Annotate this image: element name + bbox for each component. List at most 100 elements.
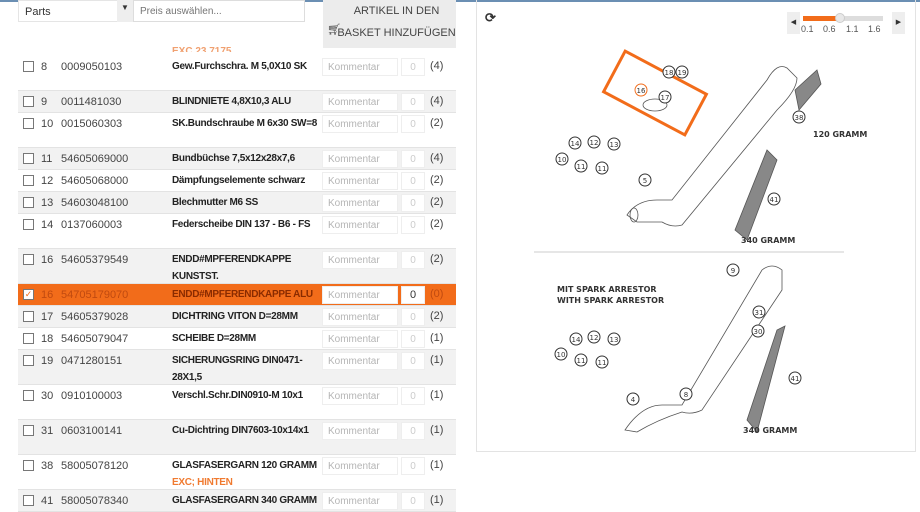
row-checkbox[interactable] bbox=[23, 460, 34, 471]
row-checkbox[interactable] bbox=[23, 118, 34, 129]
comment-input[interactable]: Kommentar bbox=[322, 422, 398, 440]
callout-circle[interactable] bbox=[767, 192, 781, 206]
callout-label[interactable]: 41 bbox=[770, 196, 779, 204]
comment-input[interactable]: Kommentar bbox=[322, 387, 398, 405]
callout-label[interactable]: 11 bbox=[577, 163, 586, 171]
callout-circle[interactable] bbox=[595, 355, 609, 369]
table-row[interactable]: 11 54605069000 Bundbüchse 7,5x12x28x7,6 Kom… bbox=[18, 148, 456, 170]
callout-label[interactable]: 30 bbox=[754, 328, 763, 336]
callout-circle[interactable] bbox=[751, 324, 765, 338]
table-row[interactable]: 12 54605068000 Dämpfungselemente schwarz Ko… bbox=[18, 170, 456, 192]
callout-circle[interactable] bbox=[574, 159, 588, 173]
table-row[interactable]: 19 0471280151 SICHERUNGSRING DIN0471-28X1,… bbox=[18, 350, 456, 385]
add-to-basket-button[interactable]: 🛒︎ ARTIKEL IN DEN BASKET HINZUFÜGEN bbox=[323, 0, 456, 48]
callout-label[interactable]: 10 bbox=[557, 351, 566, 359]
row-checkbox[interactable] bbox=[23, 96, 34, 107]
callout-circle[interactable] bbox=[554, 347, 568, 361]
callout-circle[interactable] bbox=[752, 305, 766, 319]
table-row[interactable]: 30 0910100003 Verschl.Schr.DIN0910-M 10x1 K… bbox=[18, 385, 456, 420]
table-row[interactable]: 10 0015060303 SK.Bundschraube M 6x30 SW=8 K… bbox=[18, 113, 456, 148]
comment-input[interactable]: Kommentar bbox=[322, 352, 398, 370]
callout-label[interactable]: 31 bbox=[755, 309, 764, 317]
callout-label[interactable]: 38 bbox=[795, 114, 804, 122]
callout-label[interactable]: 12 bbox=[590, 139, 599, 147]
quantity-input[interactable] bbox=[401, 492, 425, 510]
table-row[interactable]: 8 0009050103 Gew.Furchschra. M 5,0X10 SK Ko… bbox=[18, 56, 456, 91]
callout-circle[interactable] bbox=[675, 65, 689, 79]
callout-label[interactable]: 16 bbox=[637, 87, 646, 95]
quantity-input[interactable] bbox=[401, 330, 425, 348]
callout-circle[interactable] bbox=[607, 137, 621, 151]
highlight-box[interactable] bbox=[601, 49, 709, 137]
table-row[interactable]: 38 58005078120 GLASFASERGARN 120 GRAMM EXC;… bbox=[18, 455, 456, 490]
row-checkbox[interactable] bbox=[23, 254, 34, 265]
comment-input[interactable]: Kommentar bbox=[322, 492, 398, 510]
callout-label[interactable]: 11 bbox=[598, 359, 607, 367]
callout-label[interactable]: 13 bbox=[610, 336, 619, 344]
comment-input[interactable]: Kommentar bbox=[322, 172, 398, 190]
row-checkbox[interactable] bbox=[23, 197, 34, 208]
table-row[interactable]: 16 54605379549 ENDD#MPFERENDKAPPE KUNSTST.… bbox=[18, 249, 456, 284]
callout-circle[interactable] bbox=[726, 263, 740, 277]
exploded-parts-diagram[interactable]: 18 19 16 17 14 12 13 10 11 11 5 38 41 9 31 30 14 12 13 10 11… bbox=[477, 0, 917, 452]
callout-label[interactable]: 18 bbox=[665, 69, 674, 77]
callout-circle[interactable] bbox=[788, 371, 802, 385]
table-row[interactable]: 41 58005078340 GLASFASERGARN 340 GRAMM Komm… bbox=[18, 490, 456, 512]
callout-circle[interactable] bbox=[658, 90, 672, 104]
category-select[interactable]: Parts bbox=[18, 0, 118, 22]
quantity-input[interactable] bbox=[401, 93, 425, 111]
comment-input[interactable]: Kommentar bbox=[322, 93, 398, 111]
quantity-input[interactable] bbox=[401, 58, 425, 76]
callout-label[interactable]: 14 bbox=[572, 336, 581, 344]
row-checkbox[interactable]: ✓ bbox=[23, 289, 34, 300]
row-checkbox[interactable] bbox=[23, 61, 34, 72]
row-checkbox[interactable] bbox=[23, 153, 34, 164]
callout-label[interactable]: 11 bbox=[577, 357, 586, 365]
callout-label[interactable]: 13 bbox=[610, 141, 619, 149]
refresh-icon[interactable]: ⟳ bbox=[485, 10, 496, 25]
callout-circle[interactable] bbox=[607, 332, 621, 346]
dropdown-arrow-icon[interactable]: ▼ bbox=[117, 0, 133, 22]
zoom-slider-handle[interactable] bbox=[834, 13, 845, 23]
quantity-input[interactable] bbox=[401, 150, 425, 168]
zoom-right-button[interactable]: ▶ bbox=[892, 12, 905, 34]
quantity-input[interactable] bbox=[401, 387, 425, 405]
callout-circle[interactable] bbox=[638, 173, 652, 187]
callout-circle[interactable] bbox=[568, 136, 582, 150]
callout-circle[interactable] bbox=[555, 152, 569, 166]
callout-circle[interactable] bbox=[569, 332, 583, 346]
callout-circle[interactable] bbox=[587, 135, 601, 149]
table-row[interactable]: 17 54605379028 DICHTRING VITON D=28MM Komme… bbox=[18, 306, 456, 328]
table-row[interactable]: ✓ 16 54705179070 ENDD#MPFERENDKAPPE ALU Komm… bbox=[18, 284, 456, 306]
callout-circle[interactable] bbox=[574, 353, 588, 367]
quantity-input[interactable] bbox=[401, 115, 425, 133]
callout-label[interactable]: 12 bbox=[590, 334, 599, 342]
row-checkbox[interactable] bbox=[23, 390, 34, 401]
comment-input[interactable]: Kommentar bbox=[322, 251, 398, 269]
row-checkbox[interactable] bbox=[23, 175, 34, 186]
callout-circle[interactable] bbox=[587, 330, 601, 344]
callout-label[interactable]: 8 bbox=[684, 391, 688, 399]
callout-label[interactable]: 5 bbox=[643, 177, 647, 185]
callout-circle[interactable] bbox=[626, 392, 640, 406]
zoom-left-button[interactable]: ◀ bbox=[787, 12, 800, 34]
callout-label[interactable]: 10 bbox=[558, 156, 567, 164]
callout-label[interactable]: 4 bbox=[631, 396, 636, 404]
row-checkbox[interactable] bbox=[23, 311, 34, 322]
callout-circle[interactable] bbox=[662, 65, 676, 79]
quantity-input[interactable] bbox=[401, 457, 425, 475]
row-checkbox[interactable] bbox=[23, 355, 34, 366]
callout-circle[interactable] bbox=[595, 161, 609, 175]
quantity-input[interactable] bbox=[401, 172, 425, 190]
callout-label[interactable]: 41 bbox=[791, 375, 800, 383]
callout-circle[interactable] bbox=[792, 110, 806, 124]
table-row[interactable]: 14 0137060003 Federscheibe DIN 137 - B6 - … bbox=[18, 214, 456, 249]
callout-label[interactable]: 9 bbox=[731, 267, 735, 275]
quantity-input[interactable] bbox=[401, 194, 425, 212]
quantity-input[interactable] bbox=[401, 216, 425, 234]
comment-input[interactable]: Kommentar bbox=[322, 58, 398, 76]
comment-input[interactable]: Kommentar bbox=[322, 216, 398, 234]
row-checkbox[interactable] bbox=[23, 495, 34, 506]
table-row[interactable]: 9 0011481030 BLINDNIETE 4,8X10,3 ALU Kommen… bbox=[18, 91, 456, 113]
callout-label[interactable]: 11 bbox=[598, 165, 607, 173]
